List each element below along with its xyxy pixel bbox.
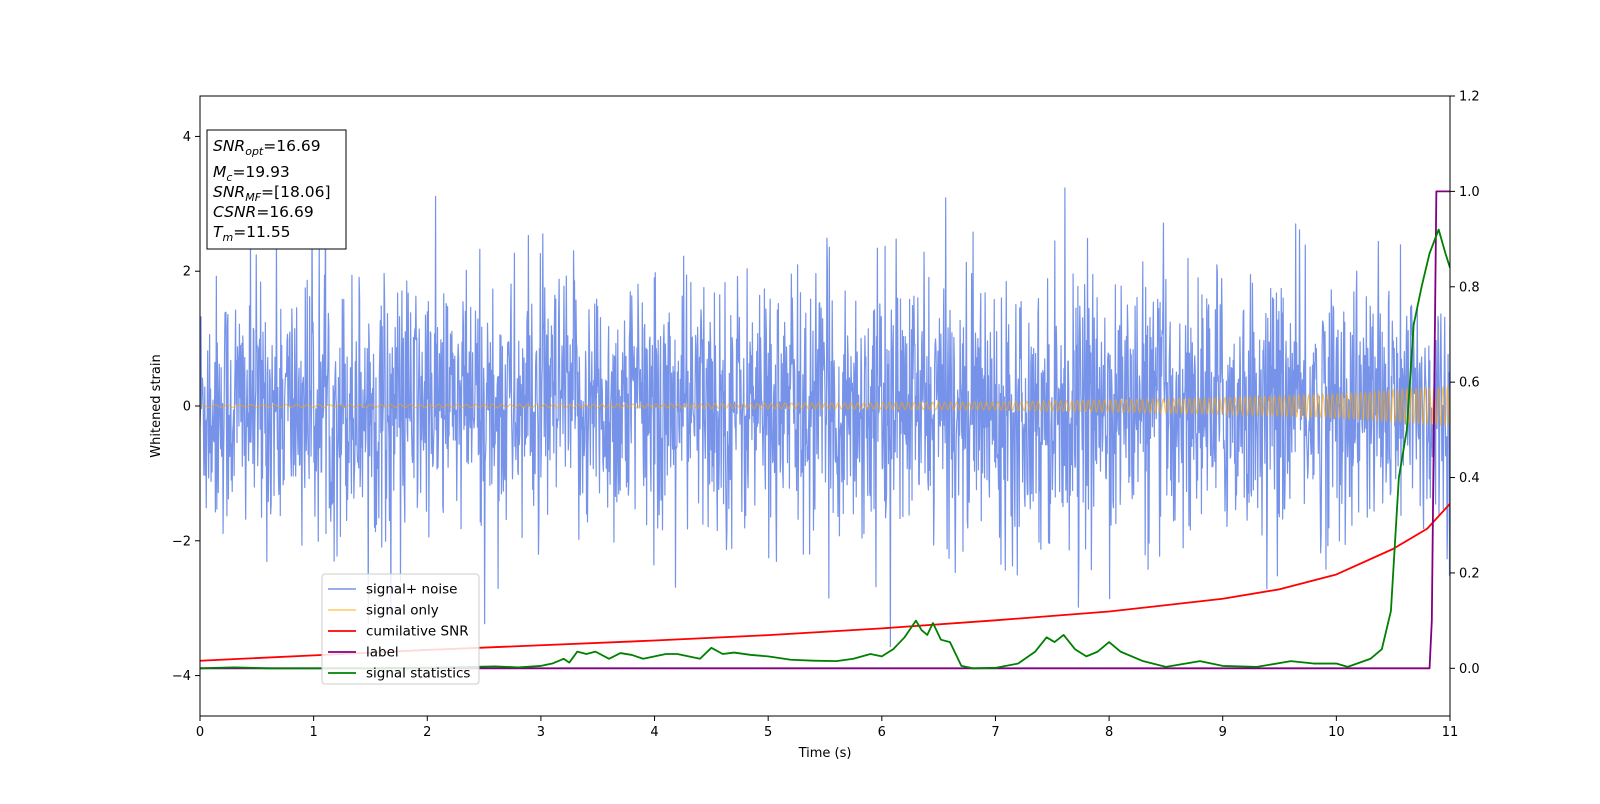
x-tick-label: 8 <box>1105 725 1113 740</box>
x-tick-label: 9 <box>1219 725 1227 740</box>
legend: signal+ noise signal only cumilative SNR la… <box>321 573 480 685</box>
y2-tick-label: 0.6 <box>1459 376 1480 391</box>
legend-label-signal-statistics: signal statistics <box>366 666 470 682</box>
x-tick-label: 10 <box>1328 725 1345 740</box>
legend-label-signal-only: signal only <box>366 603 439 619</box>
y-tick-label: 0 <box>183 400 191 415</box>
info-box-line: SNRMF=[18.06] <box>213 183 331 204</box>
y2-tick-label: 0.2 <box>1459 566 1480 581</box>
y-axis-left: 4 2 0 −2 −4 <box>172 130 200 684</box>
info-box-line: SNRopt=16.69 <box>213 137 321 158</box>
legend-label-label: label <box>366 645 399 661</box>
info-box-frame <box>206 129 347 250</box>
x-tick-label: 3 <box>537 725 545 740</box>
x-tick-label: 7 <box>991 725 999 740</box>
x-tick-label: 6 <box>878 725 886 740</box>
y2-tick-label: 0.8 <box>1459 280 1480 295</box>
legend-label-cumilative-snr: cumilative SNR <box>366 624 469 640</box>
y2-tick-label: 0.4 <box>1459 471 1480 486</box>
series-signal-noise-line <box>200 161 1450 648</box>
x-tick-label: 5 <box>764 725 772 740</box>
y-tick-label: 2 <box>183 265 191 280</box>
x-tick-label: 2 <box>423 725 431 740</box>
y-axis-right: 1.2 1.0 0.8 0.6 0.4 0.2 0.0 <box>1450 90 1480 677</box>
info-box-line: Tm=11.55 <box>213 223 291 244</box>
legend-label-signal-noise: signal+ noise <box>366 582 457 598</box>
x-tick-label: 4 <box>650 725 658 740</box>
x-tick-label: 11 <box>1442 725 1459 740</box>
series-signal-only-line <box>200 385 1450 428</box>
series-label-line <box>200 190 1450 670</box>
y-axis-label: Whitened strain <box>149 354 164 457</box>
series-signal-statistics-line <box>200 228 1450 670</box>
y-tick-label: −2 <box>172 534 191 549</box>
x-tick-label: 0 <box>196 725 204 740</box>
y-tick-label: −4 <box>172 669 191 684</box>
x-axis-label: Time (s) <box>798 746 852 761</box>
x-tick-label: 1 <box>309 725 317 740</box>
info-box-line: Mc=19.93 <box>213 163 290 184</box>
y2-tick-label: 1.0 <box>1459 185 1480 200</box>
y2-tick-label: 0.0 <box>1459 662 1480 677</box>
info-box: SNRopt=16.69 Mc=19.93SNRMF=[18.06]CSNR=16… <box>206 129 347 250</box>
y-tick-label: 4 <box>183 130 191 145</box>
info-box-line: CSNR=16.69 <box>213 203 314 221</box>
legend-frame <box>321 573 480 685</box>
y2-tick-label: 1.2 <box>1459 90 1480 105</box>
x-axis: 0 1 2 3 4 5 6 7 8 9 10 11 <box>196 716 1458 740</box>
